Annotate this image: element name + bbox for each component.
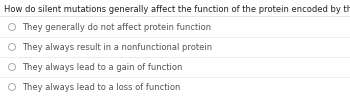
Text: They always lead to a loss of function: They always lead to a loss of function xyxy=(22,83,180,91)
Text: How do silent mutations generally affect the function of the protein encoded by : How do silent mutations generally affect… xyxy=(4,5,350,13)
Text: They always lead to a gain of function: They always lead to a gain of function xyxy=(22,63,182,71)
Text: They always result in a nonfunctional protein: They always result in a nonfunctional pr… xyxy=(22,43,212,52)
Text: They generally do not affect protein function: They generally do not affect protein fun… xyxy=(22,22,211,32)
